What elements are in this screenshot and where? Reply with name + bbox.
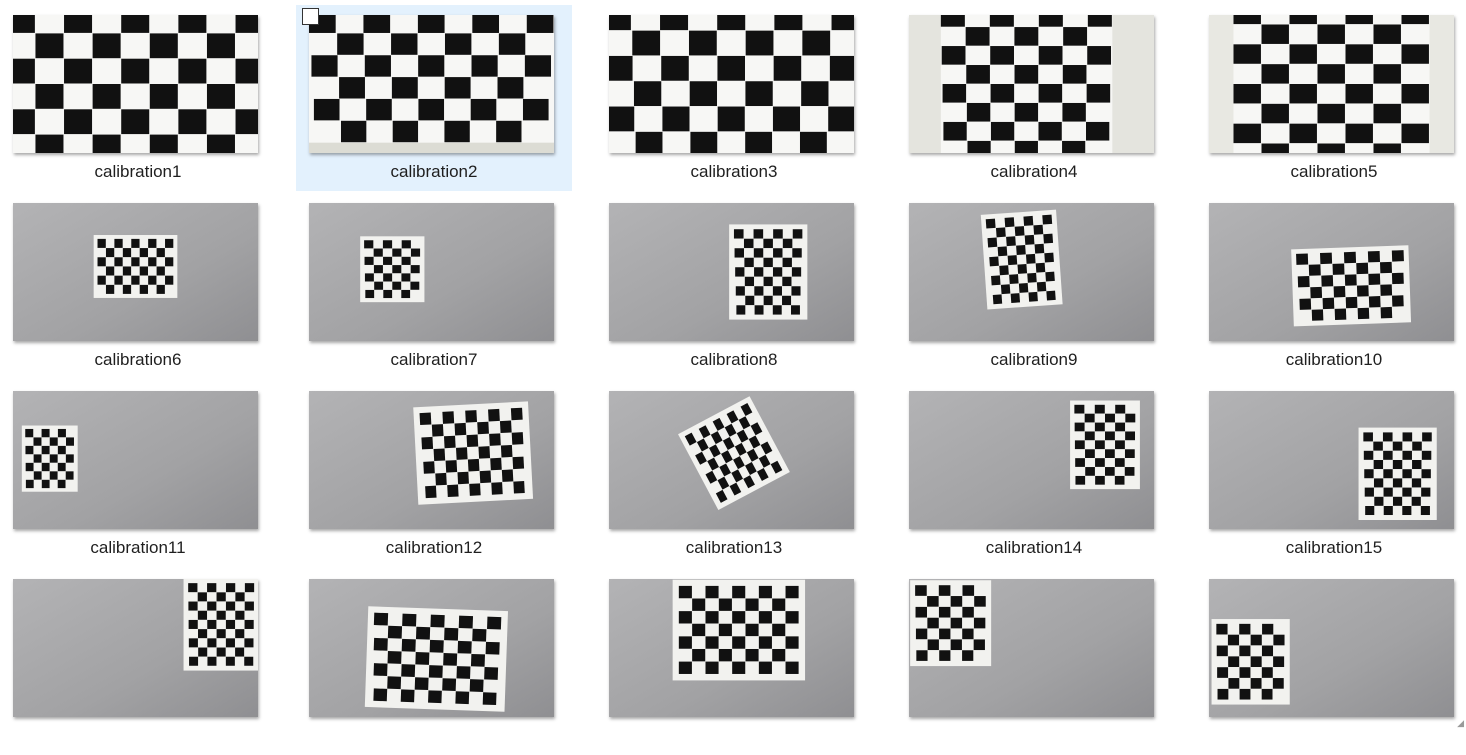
file-item-calibration13[interactable]: calibration13	[596, 381, 872, 567]
file-name-label: calibration6	[0, 350, 276, 370]
image-thumbnail[interactable]	[13, 391, 258, 529]
checkerboard-image	[1209, 579, 1454, 717]
checkerboard-image	[1209, 391, 1454, 529]
file-item-calibration2[interactable]: calibration2	[296, 5, 572, 191]
file-name-label: calibration14	[896, 538, 1172, 558]
checkerboard-image	[309, 15, 554, 153]
image-thumbnail[interactable]	[13, 579, 258, 717]
image-thumbnail[interactable]	[1209, 203, 1454, 341]
checkerboard-image	[909, 391, 1154, 529]
checkerboard-image	[309, 203, 554, 341]
image-thumbnail[interactable]	[13, 203, 258, 341]
file-item-calibration8[interactable]: calibration8	[596, 193, 872, 379]
image-thumbnail[interactable]	[309, 15, 554, 153]
checkerboard-image	[909, 579, 1154, 717]
image-thumbnail[interactable]	[309, 391, 554, 529]
file-item-calibration9[interactable]: calibration9	[896, 193, 1172, 379]
file-name-label: calibration3	[596, 162, 872, 182]
file-name-label: calibration9	[896, 350, 1172, 370]
file-item-calibration1[interactable]: calibration1	[0, 5, 276, 191]
file-name-label: calibration7	[296, 350, 572, 370]
file-item-calibration19[interactable]	[896, 569, 1172, 755]
file-name-label: calibration4	[896, 162, 1172, 182]
image-thumbnail[interactable]	[609, 391, 854, 529]
file-name-label: calibration11	[0, 538, 276, 558]
file-name-label: calibration12	[296, 538, 572, 558]
file-item-calibration16[interactable]	[0, 569, 276, 755]
file-item-calibration10[interactable]: calibration10	[1196, 193, 1466, 379]
image-thumbnail[interactable]	[13, 15, 258, 153]
checkerboard-image	[909, 203, 1154, 341]
selection-checkbox[interactable]	[302, 8, 319, 25]
file-item-calibration5[interactable]: calibration5	[1196, 5, 1466, 191]
file-name-label: calibration2	[296, 162, 572, 182]
checkerboard-image	[609, 15, 854, 153]
image-thumbnail[interactable]	[909, 203, 1154, 341]
checkerboard-image	[1209, 203, 1454, 341]
file-item-calibration12[interactable]: calibration12	[296, 381, 572, 567]
checkerboard-image	[609, 579, 854, 717]
file-item-calibration20[interactable]	[1196, 569, 1466, 755]
checkerboard-image	[609, 391, 854, 529]
image-thumbnail[interactable]	[309, 203, 554, 341]
file-name-label: calibration1	[0, 162, 276, 182]
file-item-calibration6[interactable]: calibration6	[0, 193, 276, 379]
resize-grip-icon[interactable]: ◢	[1457, 719, 1464, 729]
checkerboard-image	[13, 15, 258, 153]
file-item-calibration15[interactable]: calibration15	[1196, 381, 1466, 567]
checkerboard-image	[909, 15, 1154, 153]
checkerboard-image	[13, 203, 258, 341]
file-name-label: calibration8	[596, 350, 872, 370]
file-item-calibration14[interactable]: calibration14	[896, 381, 1172, 567]
image-thumbnail[interactable]	[609, 15, 854, 153]
file-item-calibration3[interactable]: calibration3	[596, 5, 872, 191]
file-name-label: calibration10	[1196, 350, 1466, 370]
image-thumbnail[interactable]	[609, 579, 854, 717]
checkerboard-image	[13, 391, 258, 529]
checkerboard-image	[309, 391, 554, 529]
file-item-calibration4[interactable]: calibration4	[896, 5, 1172, 191]
image-thumbnail[interactable]	[1209, 15, 1454, 153]
file-item-calibration7[interactable]: calibration7	[296, 193, 572, 379]
checkerboard-image	[309, 579, 554, 717]
image-thumbnail[interactable]	[1209, 391, 1454, 529]
image-thumbnail[interactable]	[1209, 579, 1454, 717]
image-thumbnail[interactable]	[609, 203, 854, 341]
image-thumbnail[interactable]	[309, 579, 554, 717]
file-name-label: calibration15	[1196, 538, 1466, 558]
file-item-calibration11[interactable]: calibration11	[0, 381, 276, 567]
image-thumbnail[interactable]	[909, 579, 1154, 717]
file-name-label: calibration13	[596, 538, 872, 558]
checkerboard-image	[1209, 15, 1454, 153]
file-item-calibration18[interactable]	[596, 569, 872, 755]
checkerboard-image	[609, 203, 854, 341]
image-thumbnail[interactable]	[909, 15, 1154, 153]
image-thumbnail[interactable]	[909, 391, 1154, 529]
file-grid: calibration1 calibration2 calibration3 cali…	[0, 0, 1466, 731]
file-item-calibration17[interactable]	[296, 569, 572, 755]
file-name-label: calibration5	[1196, 162, 1466, 182]
checkerboard-image	[13, 579, 258, 717]
